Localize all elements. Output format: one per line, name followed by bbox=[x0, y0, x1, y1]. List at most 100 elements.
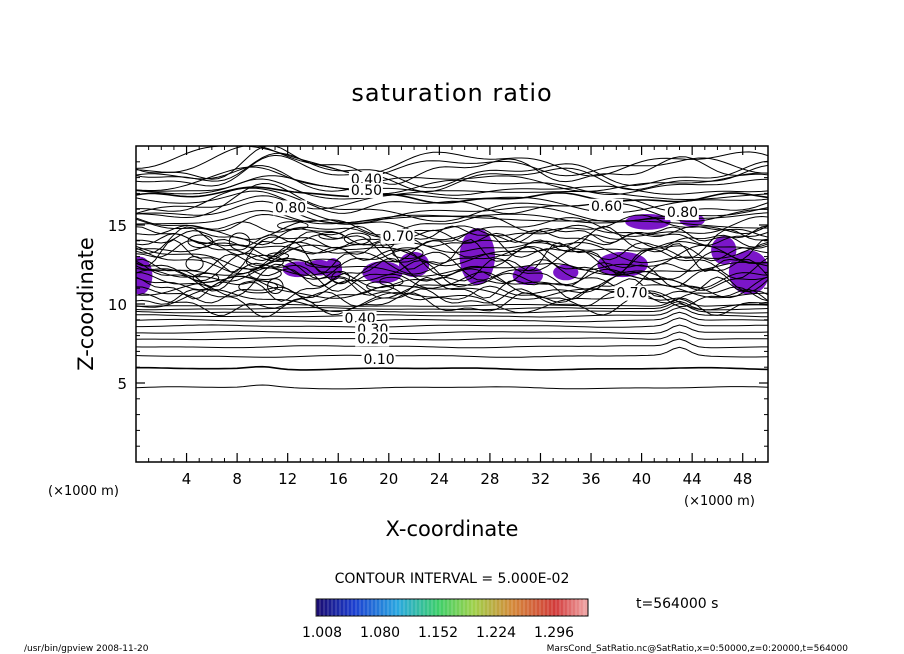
contour-line bbox=[136, 311, 768, 323]
y-axis: 5 10 15 bbox=[108, 161, 768, 447]
contour-line bbox=[136, 346, 768, 358]
contour-line bbox=[136, 365, 768, 371]
contour-line bbox=[136, 246, 768, 280]
contour-line bbox=[136, 190, 768, 214]
contour-line bbox=[136, 241, 768, 275]
contour-loop bbox=[245, 254, 284, 269]
contour-loop bbox=[318, 231, 344, 240]
x-tick-label: 32 bbox=[531, 470, 550, 488]
contour-loop bbox=[304, 258, 342, 268]
colorbar-tick-label: 1.152 bbox=[418, 625, 458, 641]
contour-label: 0.80 bbox=[275, 200, 306, 216]
contour-label: 0.50 bbox=[351, 183, 382, 199]
contour-label-bg bbox=[355, 331, 390, 347]
colorbar-tick-label: 1.224 bbox=[476, 625, 516, 641]
contour-line bbox=[136, 200, 768, 224]
y-axis-title: Z-coordinate bbox=[74, 237, 98, 371]
footer-right: MarsCond_SatRatio.nc@SatRatio,x=0:50000,… bbox=[547, 644, 849, 654]
x-tick-label: 12 bbox=[278, 470, 297, 488]
x-unit-label: (×1000 m) bbox=[684, 494, 755, 509]
x-tick-label: 40 bbox=[632, 470, 651, 488]
contour-line bbox=[136, 384, 768, 390]
contour-loop bbox=[277, 221, 309, 231]
contour-loop bbox=[343, 232, 371, 245]
contour-line bbox=[136, 154, 768, 193]
x-tick-label: 48 bbox=[733, 470, 752, 488]
contour-line bbox=[136, 225, 768, 247]
contour-label-bg bbox=[664, 205, 699, 221]
x-axis-title: X-coordinate bbox=[386, 517, 519, 541]
contour-label-bg bbox=[273, 200, 308, 216]
contour-line bbox=[136, 292, 768, 317]
contour-label: 0.80 bbox=[667, 205, 698, 221]
contour-line bbox=[136, 165, 768, 192]
x-tick-label: 4 bbox=[182, 470, 192, 488]
contour-loop bbox=[331, 270, 350, 285]
contour-line bbox=[136, 331, 768, 341]
time-label: t=564000 s bbox=[636, 596, 718, 612]
contour-line bbox=[136, 324, 768, 335]
contour-line bbox=[136, 263, 768, 299]
contour-line bbox=[136, 146, 768, 177]
x-tick-label: 24 bbox=[430, 470, 449, 488]
contour-line bbox=[136, 300, 768, 311]
colorbar-tick-label: 1.080 bbox=[360, 625, 400, 641]
contour-interval: CONTOUR INTERVAL = 5.000E-02 bbox=[335, 571, 570, 587]
contour-line bbox=[136, 175, 768, 196]
contour-loop bbox=[366, 281, 395, 292]
contour-line bbox=[136, 288, 768, 314]
contour-label-bg bbox=[589, 198, 624, 214]
colorbar-gradient bbox=[315, 598, 589, 617]
contour-loop bbox=[192, 272, 220, 283]
plot-area bbox=[136, 146, 768, 390]
x-axis: 4 8 12 16 20 24 28 32 36 40 44 48 bbox=[148, 146, 756, 488]
contour-line bbox=[136, 306, 768, 318]
footer-left: /usr/bin/gpview 2008-11-20 bbox=[24, 644, 149, 654]
contour-line bbox=[136, 298, 768, 307]
colorbar-tick-label: 1.296 bbox=[534, 625, 574, 641]
colorbar-tick-label: 1.008 bbox=[302, 625, 342, 641]
contour-loop bbox=[185, 256, 204, 272]
contour-line bbox=[136, 221, 768, 238]
contour-label: 0.70 bbox=[616, 286, 647, 302]
contour-line bbox=[136, 213, 768, 236]
contour-line bbox=[136, 166, 768, 196]
contour-line bbox=[136, 146, 768, 177]
contour-label: 0.10 bbox=[364, 352, 395, 368]
contour-line bbox=[136, 317, 768, 328]
contour-loop bbox=[238, 280, 279, 294]
contour-label: 0.60 bbox=[591, 199, 622, 215]
contour-line bbox=[136, 146, 768, 185]
contour-line bbox=[136, 215, 768, 241]
y-tick-label: 5 bbox=[117, 375, 127, 393]
contour-line bbox=[136, 238, 768, 275]
contour-line bbox=[136, 257, 768, 277]
contour-loop bbox=[228, 232, 251, 251]
contour-line bbox=[136, 186, 768, 204]
contour-line bbox=[136, 257, 768, 288]
y-unit-label: (×1000 m) bbox=[48, 484, 119, 499]
x-tick-label: 28 bbox=[480, 470, 499, 488]
contour-line bbox=[136, 303, 768, 314]
x-tick-label: 16 bbox=[329, 470, 348, 488]
contour-label: 0.20 bbox=[357, 332, 388, 348]
contour-loop bbox=[266, 252, 290, 260]
contour-label-bg bbox=[614, 285, 649, 301]
contour-line bbox=[136, 232, 768, 256]
contour-loop bbox=[267, 278, 284, 295]
contour-line bbox=[136, 288, 768, 318]
contour-label-bg bbox=[380, 228, 415, 244]
contour-line bbox=[136, 338, 768, 349]
contour-line bbox=[136, 241, 768, 270]
y-tick-label: 15 bbox=[108, 217, 127, 235]
contour-loop bbox=[248, 267, 282, 281]
contour-line bbox=[136, 152, 768, 189]
contour-line bbox=[136, 195, 768, 224]
contour-label: 0.70 bbox=[382, 229, 413, 245]
x-tick-label: 44 bbox=[683, 470, 702, 488]
colorbar: 1.008 1.080 1.152 1.224 1.296 bbox=[302, 598, 589, 641]
x-tick-label: 8 bbox=[232, 470, 242, 488]
x-tick-label: 20 bbox=[379, 470, 398, 488]
contour-lines bbox=[136, 146, 768, 390]
contour-loop bbox=[187, 234, 214, 249]
